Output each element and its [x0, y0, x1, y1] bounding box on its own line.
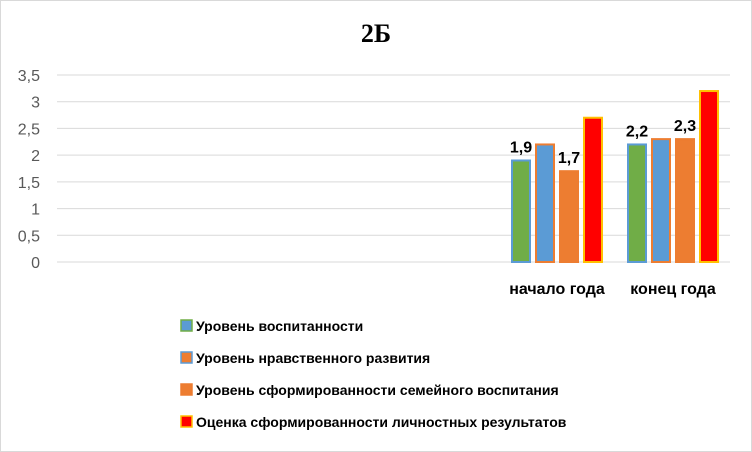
- legend-entry: Уровень воспитанности: [196, 318, 363, 334]
- bar: [511, 159, 531, 263]
- y-tick-label: 3: [31, 95, 40, 112]
- y-tick-label: 0: [31, 255, 40, 272]
- legend-swatch: [180, 383, 193, 396]
- bar: [559, 170, 579, 264]
- y-tick-label: 3,5: [18, 68, 40, 85]
- category-label: конец года: [630, 281, 716, 298]
- legend-entry: Оценка сформированности личностных резул…: [196, 414, 567, 430]
- bar: [699, 90, 719, 264]
- legend-entry: Уровень сформированности семейного воспи…: [196, 382, 559, 398]
- y-tick-label: 1,5: [18, 175, 40, 192]
- y-tick-label: 2,5: [18, 121, 40, 138]
- category-label: начало года: [509, 281, 605, 298]
- bars: [511, 90, 719, 264]
- legend-swatch: [180, 415, 193, 428]
- legend-entry: Уровень нравственного развития: [196, 350, 430, 366]
- category-labels: начало года конец года: [509, 281, 716, 298]
- gridlines: [57, 74, 730, 263]
- data-label: 1,9: [510, 139, 532, 156]
- bar: [627, 143, 647, 263]
- legend-swatch: [180, 319, 193, 332]
- data-labels: 1,9 1,7 2,2 2,3: [510, 118, 696, 167]
- y-axis-ticks: 0 0,5 1 1,5 2 2,5 3 3,5: [18, 68, 40, 272]
- bar: [583, 116, 603, 263]
- data-label: 1,7: [558, 150, 580, 167]
- bar: [535, 143, 555, 263]
- chart-title: 2Б: [361, 19, 391, 48]
- data-label: 2,2: [626, 123, 648, 140]
- y-tick-label: 2: [31, 148, 40, 165]
- y-tick-label: 1: [31, 202, 40, 219]
- data-label: 2,3: [674, 118, 696, 135]
- bar: [651, 138, 671, 263]
- legend: Уровень воспитанности Уровень нравственно…: [180, 318, 567, 430]
- y-tick-label: 0,5: [18, 228, 40, 245]
- bar: [675, 138, 695, 263]
- legend-swatch: [180, 351, 193, 364]
